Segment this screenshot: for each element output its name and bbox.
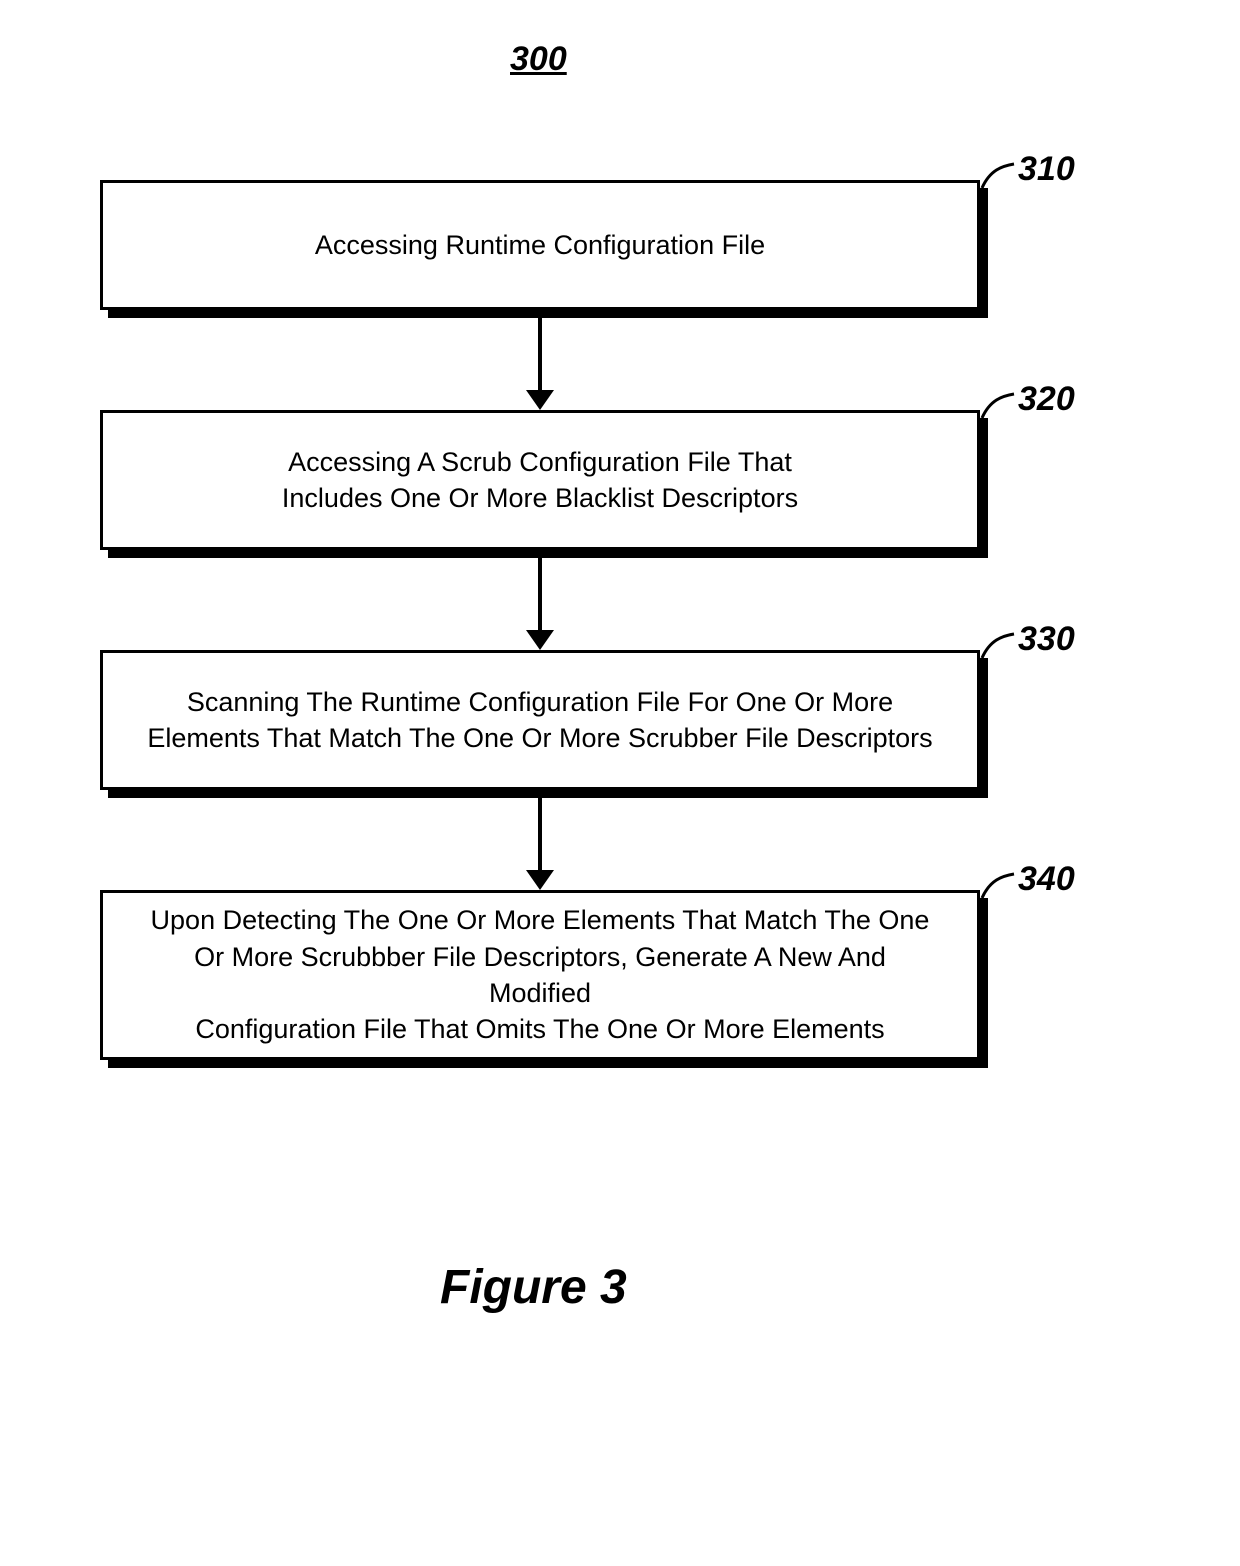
flow-arrow-head (526, 870, 554, 890)
figure-number-label: 300 (510, 40, 567, 79)
flow-step-text: Scanning The Runtime Configuration File … (147, 684, 932, 757)
flow-arrow-head (526, 630, 554, 650)
flow-arrow-shaft (538, 798, 542, 870)
flow-step-text: Accessing Runtime Configuration File (315, 227, 765, 263)
reference-leader (980, 388, 1020, 428)
flow-step-330: Scanning The Runtime Configuration File … (100, 650, 980, 790)
reference-number: 320 (1018, 380, 1075, 419)
reference-leader (980, 628, 1020, 668)
flow-step-340: Upon Detecting The One Or More Elements … (100, 890, 980, 1060)
reference-leader (980, 158, 1020, 198)
figure-caption: Figure 3 (440, 1260, 627, 1315)
reference-number: 340 (1018, 860, 1075, 899)
reference-number: 330 (1018, 620, 1075, 659)
reference-number: 310 (1018, 150, 1075, 189)
flow-arrow-shaft (538, 558, 542, 630)
reference-leader (980, 868, 1020, 908)
flow-arrow-head (526, 390, 554, 410)
flow-step-310: Accessing Runtime Configuration File (100, 180, 980, 310)
flow-step-320: Accessing A Scrub Configuration File Tha… (100, 410, 980, 550)
flow-step-text: Upon Detecting The One Or More Elements … (143, 902, 937, 1048)
flow-arrow-shaft (538, 318, 542, 390)
flow-step-text: Accessing A Scrub Configuration File Tha… (282, 444, 798, 517)
